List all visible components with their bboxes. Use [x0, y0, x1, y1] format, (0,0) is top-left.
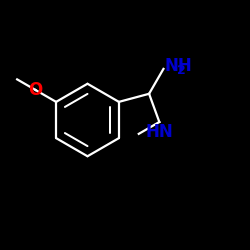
- Text: HN: HN: [146, 123, 173, 141]
- Text: 2: 2: [177, 64, 186, 78]
- Text: NH: NH: [165, 57, 192, 75]
- Text: O: O: [28, 81, 43, 99]
